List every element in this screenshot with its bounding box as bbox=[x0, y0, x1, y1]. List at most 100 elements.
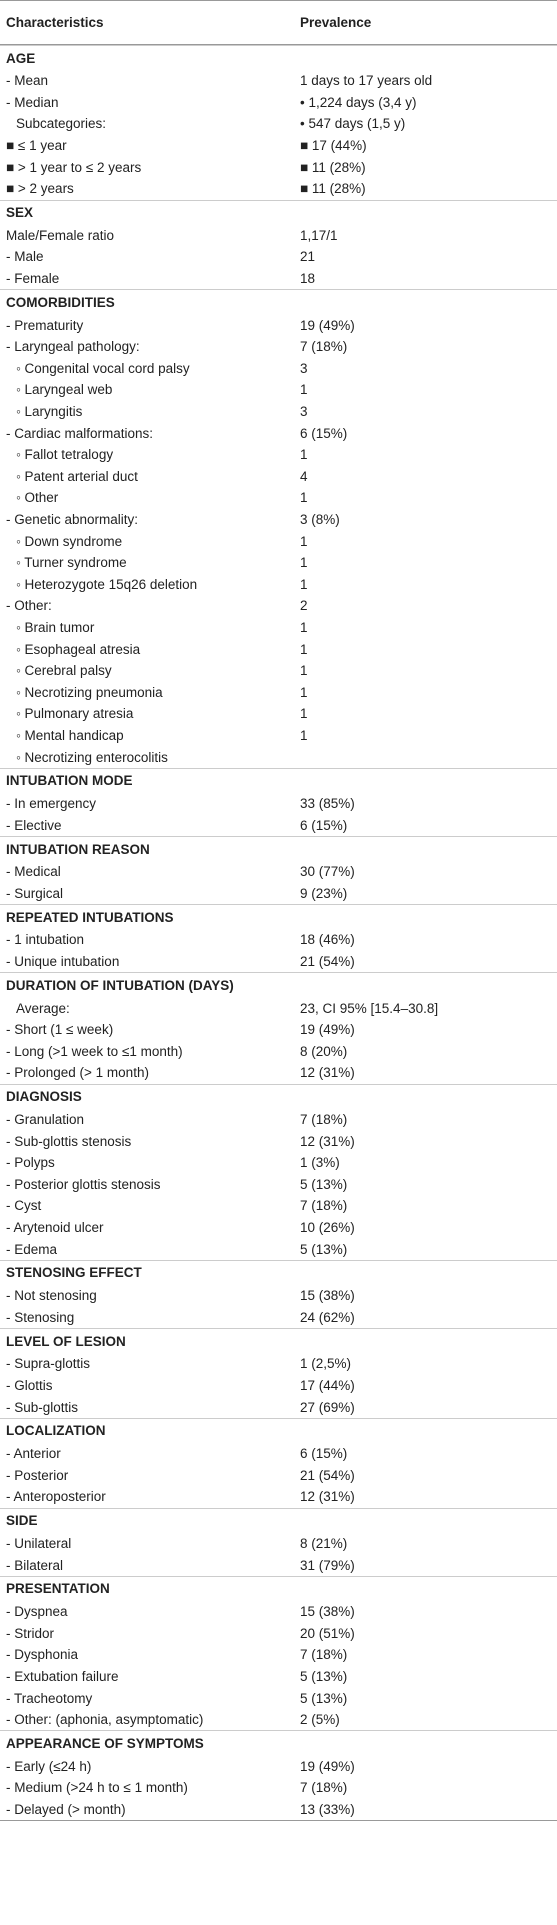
label-cell: - Not stenosing bbox=[6, 1288, 97, 1304]
section-row: INTUBATION REASON bbox=[0, 836, 557, 861]
value-cell: 8 (20%) bbox=[300, 1043, 348, 1059]
value-cell: 19 (49%) bbox=[300, 1022, 355, 1038]
table-row: ◦ Fallot tetralogy 1 bbox=[0, 444, 557, 466]
label-cell: - Dysphonia bbox=[6, 1647, 79, 1663]
table-row: ◦ Patent arterial duct 4 bbox=[0, 466, 557, 488]
label-cell: - Short (1 ≤ week) bbox=[6, 1022, 114, 1038]
table-row: - Arytenoid ulcer 10 (26%) bbox=[0, 1217, 557, 1239]
table-row: - Medium (>24 h to ≤ 1 month) 7 (18%) bbox=[0, 1777, 557, 1799]
label-cell: ◦ Turner syndrome bbox=[16, 555, 127, 571]
value-cell: 1,17/1 bbox=[300, 227, 338, 243]
value-cell: 30 (77%) bbox=[300, 864, 355, 880]
value-cell: 2 (5%) bbox=[300, 1712, 340, 1728]
label-cell: - Granulation bbox=[6, 1112, 85, 1128]
label-cell: - Extubation failure bbox=[6, 1668, 119, 1684]
label-cell: - 1 intubation bbox=[6, 932, 85, 948]
section-title: PRESENTATION bbox=[6, 1581, 110, 1597]
table-row: ■ > 2 years ■ 11 (28%) bbox=[0, 178, 557, 200]
table-row: - Prematurity 19 (49%) bbox=[0, 314, 557, 336]
section-row: DIAGNOSIS bbox=[0, 1083, 557, 1109]
label-cell: ◦ Esophageal atresia bbox=[16, 641, 141, 657]
table-row: - Polyps 1 (3%) bbox=[0, 1152, 557, 1174]
section-title: INTUBATION REASON bbox=[6, 841, 150, 857]
table-row: - Mean 1 days to 17 years old bbox=[0, 70, 557, 92]
table-row: ◦ Necrotizing pneumonia 1 bbox=[0, 681, 557, 703]
value-cell: 1 bbox=[300, 447, 308, 463]
value-cell: 7 (18%) bbox=[300, 339, 348, 355]
table-row: - Edema 5 (13%) bbox=[0, 1238, 557, 1260]
label-cell: - Prematurity bbox=[6, 317, 84, 333]
table-row: - Cardiac malformations: 6 (15%) bbox=[0, 422, 557, 444]
label-cell: ◦ Cerebral palsy bbox=[16, 663, 112, 679]
table-row: - Dyspnea 15 (38%) bbox=[0, 1601, 557, 1623]
table-row: - 1 intubation 18 (46%) bbox=[0, 929, 557, 951]
table-row: - Male 21 bbox=[0, 246, 557, 268]
section-row: REPEATED INTUBATIONS bbox=[0, 904, 557, 929]
value-cell: 7 (18%) bbox=[300, 1198, 348, 1214]
table-row: - Surgical 9 (23%) bbox=[0, 883, 557, 905]
table-row: - Anterior 6 (15%) bbox=[0, 1443, 557, 1465]
value-cell: ■ 11 (28%) bbox=[300, 181, 366, 197]
value-cell: 24 (62%) bbox=[300, 1309, 355, 1325]
label-cell: - Other: (aphonia, asymptomatic) bbox=[6, 1712, 204, 1728]
table-row: - Bilateral 31 (79%) bbox=[0, 1554, 557, 1576]
value-cell: 5 (13%) bbox=[300, 1690, 348, 1706]
label-cell: ◦ Congenital vocal cord palsy bbox=[16, 360, 190, 376]
value-cell: 12 (31%) bbox=[300, 1133, 355, 1149]
section-title: SEX bbox=[6, 205, 34, 221]
value-cell: 3 (8%) bbox=[300, 511, 340, 527]
section-row: LEVEL OF LESION bbox=[0, 1328, 557, 1353]
label-cell: ◦ Heterozygote 15q26 deletion bbox=[16, 576, 198, 592]
value-cell: 1 (2,5%) bbox=[300, 1356, 352, 1372]
table-row: ◦ Brain tumor 1 bbox=[0, 617, 557, 639]
label-cell: - Mean bbox=[6, 73, 49, 89]
value-cell: 21 bbox=[300, 249, 316, 265]
label-cell: - Edema bbox=[6, 1241, 58, 1257]
value-cell: 15 (38%) bbox=[300, 1288, 355, 1304]
table-row: - Prolonged (> 1 month) 12 (31%) bbox=[0, 1062, 557, 1084]
table-row: - Posterior glottis stenosis 5 (13%) bbox=[0, 1174, 557, 1196]
label-cell: - Posterior bbox=[6, 1467, 69, 1483]
value-cell: • 547 days (1,5 y) bbox=[300, 116, 406, 132]
label-cell: ◦ Necrotizing enterocolitis bbox=[16, 749, 168, 765]
label-cell: ■ > 2 years bbox=[6, 181, 74, 197]
section-row: LOCALIZATION bbox=[0, 1417, 557, 1443]
table-row: ◦ Other 1 bbox=[0, 487, 557, 509]
table-row: ◦ Mental handicap 1 bbox=[0, 725, 557, 747]
section-title: LEVEL OF LESION bbox=[6, 1333, 126, 1349]
label-cell: - Arytenoid ulcer bbox=[6, 1220, 104, 1236]
label-cell: - In emergency bbox=[6, 796, 97, 812]
label-cell: - Bilateral bbox=[6, 1557, 64, 1573]
label-cell: ◦ Down syndrome bbox=[16, 533, 123, 549]
table-row: ◦ Heterozygote 15q26 deletion 1 bbox=[0, 573, 557, 595]
label-cell: ◦ Mental handicap bbox=[16, 727, 124, 743]
header-cell: Prevalence bbox=[300, 15, 372, 30]
table-row: Male/Female ratio 1,17/1 bbox=[0, 225, 557, 247]
value-cell: 1 (3%) bbox=[300, 1155, 340, 1171]
value-cell: 19 (49%) bbox=[300, 317, 355, 333]
label-cell: - Anterior bbox=[6, 1446, 61, 1462]
value-cell: ■ 17 (44%) bbox=[300, 138, 367, 154]
value-cell: 31 (79%) bbox=[300, 1557, 355, 1573]
table-row: ◦ Turner syndrome 1 bbox=[0, 552, 557, 574]
table-row: - Tracheotomy 5 (13%) bbox=[0, 1687, 557, 1709]
label-cell: - Unilateral bbox=[6, 1535, 72, 1551]
value-cell: 15 (38%) bbox=[300, 1604, 355, 1620]
value-cell: 1 bbox=[300, 533, 308, 549]
table-row: - Sub-glottis 27 (69%) bbox=[0, 1396, 557, 1418]
label-cell: Subcategories: bbox=[16, 116, 107, 132]
table-row: - Genetic abnormality: 3 (8%) bbox=[0, 509, 557, 531]
label-cell: - Posterior glottis stenosis bbox=[6, 1176, 161, 1192]
value-cell: 18 bbox=[300, 271, 316, 287]
label-cell: - Delayed (> month) bbox=[6, 1801, 126, 1817]
table-row: ■ ≤ 1 year ■ 17 (44%) bbox=[0, 135, 557, 157]
value-cell: 7 (18%) bbox=[300, 1647, 348, 1663]
value-cell: 7 (18%) bbox=[300, 1112, 348, 1128]
table-row: ◦ Pulmonary atresia 1 bbox=[0, 703, 557, 725]
label-cell: ◦ Necrotizing pneumonia bbox=[16, 684, 163, 700]
header-cell: Characteristics bbox=[6, 15, 104, 30]
label-cell: Average: bbox=[16, 1000, 70, 1016]
label-cell: - Medium (>24 h to ≤ 1 month) bbox=[6, 1780, 188, 1796]
label-cell: - Tracheotomy bbox=[6, 1690, 93, 1706]
table-row: - Laryngeal pathology: 7 (18%) bbox=[0, 336, 557, 358]
